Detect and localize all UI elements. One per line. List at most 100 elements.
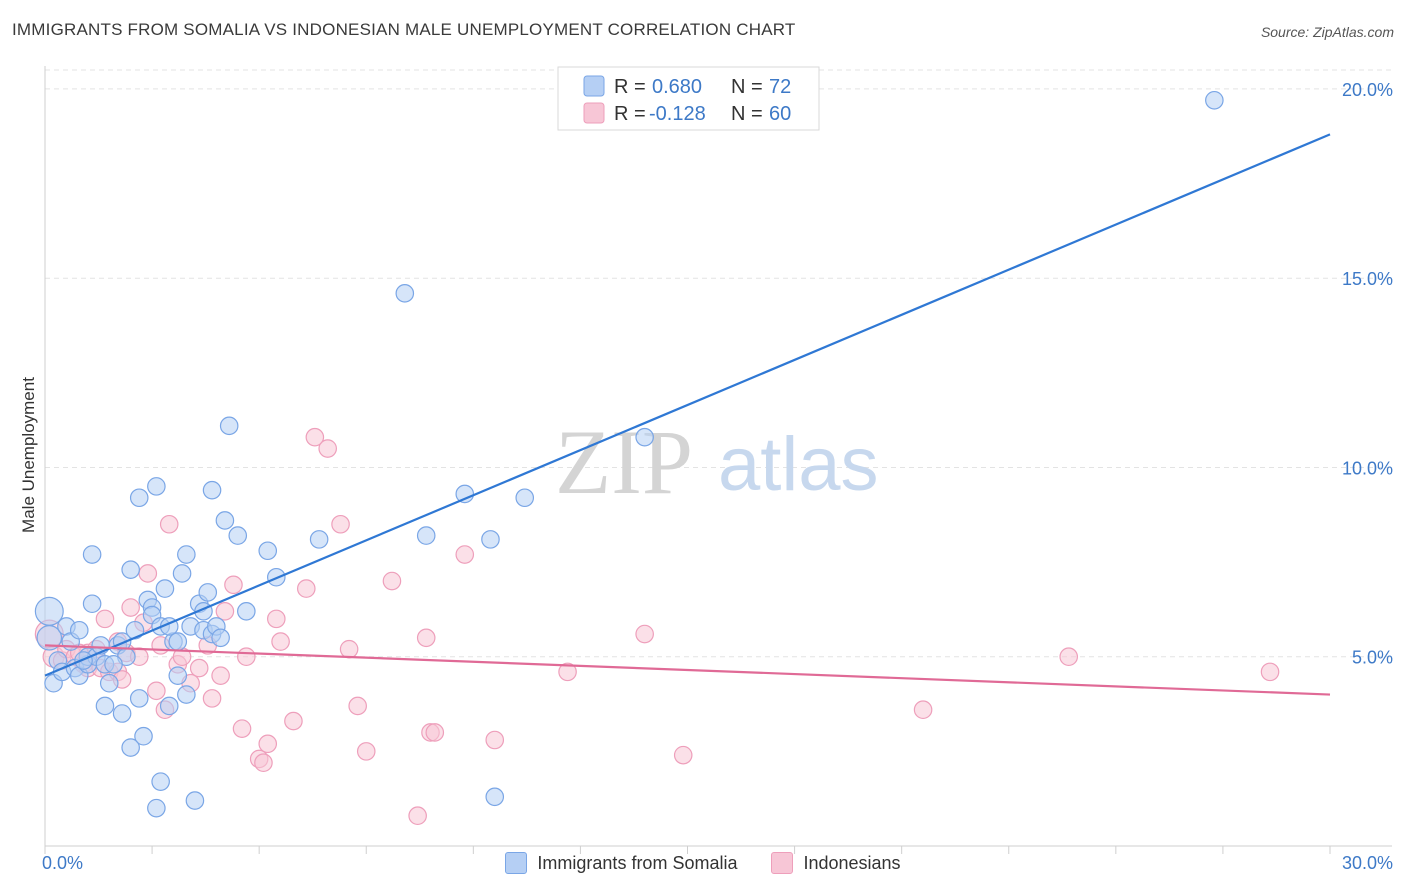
point-indonesian (189, 658, 209, 678)
point-somalia (112, 704, 132, 723)
point-somalia (219, 416, 239, 436)
point-somalia (104, 655, 123, 674)
watermark-atlas: atlas (718, 422, 879, 507)
points (34, 90, 1280, 826)
point-indonesian (284, 711, 303, 731)
legend-swatch (771, 852, 794, 874)
chart-title: IMMIGRANTS FROM SOMALIA VS INDONESIAN MA… (12, 20, 796, 39)
point-somalia (228, 526, 248, 545)
point-somalia (416, 526, 436, 545)
y-tick-label: 20.0% (1342, 80, 1393, 100)
point-somalia (168, 632, 188, 651)
point-somalia (237, 602, 256, 621)
point-somalia (215, 511, 235, 530)
point-indonesian (271, 632, 290, 651)
point-indonesian (1260, 662, 1280, 682)
point-somalia (202, 480, 222, 500)
point-somalia (151, 772, 170, 791)
point-somalia (1205, 90, 1224, 110)
point-somalia (635, 427, 654, 447)
grid (45, 69, 1392, 658)
point-indonesian (121, 598, 140, 617)
point-indonesian (258, 734, 278, 754)
tick-labels: 5.0% 10.0% 15.0% 20.0% 0.0% 30.0% (42, 80, 1393, 873)
point-indonesian (673, 745, 693, 765)
point-indonesian (558, 662, 577, 682)
y-tick-label: 5.0% (1352, 648, 1393, 668)
point-indonesian (159, 514, 179, 534)
point-somalia (177, 685, 196, 704)
point-somalia (82, 594, 102, 614)
point-indonesian (331, 514, 350, 534)
point-somalia (129, 689, 149, 708)
trend-lines (44, 133, 1331, 696)
point-somalia (82, 545, 102, 564)
point-indonesian (95, 609, 115, 629)
point-somalia (121, 738, 140, 757)
point-indonesian (296, 579, 316, 598)
point-indonesian (913, 700, 933, 720)
trend-line-somalia (44, 133, 1331, 677)
point-somalia (395, 284, 415, 303)
y-axis-label: Male Unemployment (19, 377, 38, 533)
point-indonesian (211, 666, 230, 685)
legend-label-indonesians: Indonesians (803, 852, 901, 873)
legend-row-indonesians: R = -0.128 N = 60 (614, 103, 791, 125)
y-tick-label: 15.0% (1342, 269, 1393, 289)
legend-label-somalia: Immigrants from Somalia (537, 852, 738, 873)
trend-line-indonesian (44, 644, 1331, 696)
point-indonesian (318, 439, 337, 458)
point-somalia (481, 530, 500, 549)
point-somalia (155, 579, 175, 598)
point-somalia (129, 488, 149, 508)
point-indonesian (305, 427, 325, 447)
point-somalia (198, 583, 218, 602)
x-tick-label: 30.0% (1342, 853, 1393, 873)
legend-swatch (505, 852, 528, 874)
point-somalia (147, 477, 166, 496)
point-indonesian (455, 545, 475, 564)
point-indonesian (138, 564, 158, 583)
point-somalia (159, 696, 179, 716)
point-indonesian (267, 609, 286, 629)
point-somalia (515, 488, 535, 508)
y-tick-label: 10.0% (1342, 458, 1393, 478)
point-somalia (147, 798, 166, 818)
point-indonesian (232, 719, 252, 738)
x-tick-label: 0.0% (42, 853, 83, 873)
stats-legend: R = 0.680 N = 72 R = -0.128 N = 60 (557, 66, 820, 131)
point-somalia (177, 545, 196, 564)
bottom-legend: Immigrants from Somalia Indonesians (0, 852, 1406, 874)
legend-swatch-somalia (583, 75, 605, 97)
point-indonesian (425, 723, 445, 742)
point-indonesian (147, 681, 166, 701)
point-somalia (99, 673, 119, 693)
point-somalia (134, 726, 153, 746)
point-indonesian (485, 730, 505, 750)
point-somalia (172, 564, 192, 583)
legend-item-indonesians: Indonesians (771, 852, 901, 874)
point-indonesian (416, 628, 436, 648)
point-somalia (455, 484, 475, 504)
point-indonesian (339, 639, 359, 659)
point-indonesian (348, 696, 367, 716)
source-label: Source: ZipAtlas.com (1260, 24, 1394, 40)
point-somalia (168, 666, 188, 685)
point-indonesian (1059, 647, 1079, 667)
legend-swatch-indonesians (583, 102, 605, 124)
point-somalia (36, 625, 63, 651)
point-indonesian (254, 753, 273, 773)
point-somalia (258, 541, 278, 561)
point-somalia (211, 628, 230, 648)
point-indonesian (382, 571, 402, 591)
point-indonesian (408, 806, 427, 826)
point-indonesian (202, 689, 222, 708)
legend-item-somalia: Immigrants from Somalia (505, 852, 737, 874)
point-somalia (95, 696, 115, 716)
watermark-zip: ZIP (555, 411, 693, 513)
point-indonesian (237, 647, 256, 667)
point-indonesian (356, 742, 376, 761)
legend-row-somalia: R = 0.680 N = 72 (614, 76, 791, 98)
point-somalia (121, 560, 140, 579)
